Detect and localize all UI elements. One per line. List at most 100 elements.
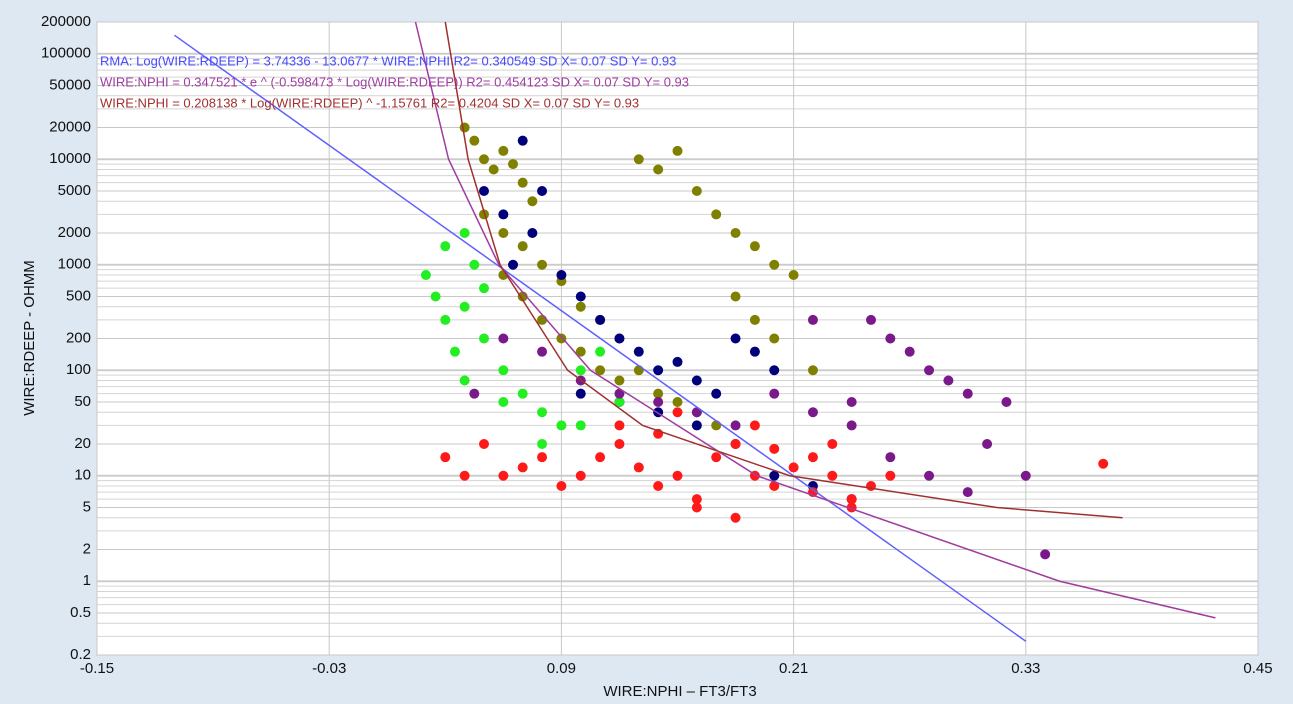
point (575, 346, 586, 357)
point (498, 365, 509, 376)
point (498, 470, 509, 481)
point (595, 346, 606, 357)
point (769, 259, 780, 270)
point (537, 439, 548, 449)
point (749, 420, 760, 431)
point (440, 314, 451, 325)
point (807, 407, 818, 418)
point (691, 420, 702, 431)
x-tick-label: 0.45 (1243, 660, 1272, 677)
point (498, 333, 509, 344)
point (508, 259, 519, 270)
point (479, 209, 489, 220)
point (430, 291, 441, 302)
point (575, 470, 586, 481)
y-tick-label: 0.5 (70, 604, 91, 621)
y-tick-label: 20000 (49, 118, 91, 135)
y-tick-label: 10 (74, 467, 91, 484)
point (556, 269, 567, 280)
point (614, 439, 625, 449)
x-tick-label: 0.21 (779, 660, 808, 677)
point (653, 164, 664, 175)
x-tick-label: 0.33 (1011, 660, 1040, 677)
point (479, 439, 489, 449)
point (1098, 458, 1109, 469)
x-axis-label: WIRE:NPHI – FT3/FT3 (603, 683, 756, 700)
point (449, 346, 460, 357)
point (866, 314, 876, 325)
point (517, 388, 528, 399)
y-tick-label: 10000 (49, 150, 91, 167)
fit-line (173, 34, 1027, 642)
point (595, 452, 606, 463)
point (614, 388, 625, 399)
fit-line (414, 21, 1216, 619)
point (653, 397, 664, 408)
point (633, 154, 644, 165)
point (807, 452, 818, 463)
point (769, 470, 780, 481)
point (508, 159, 519, 170)
point (469, 388, 480, 399)
point (982, 439, 993, 449)
point (827, 470, 838, 481)
point (885, 333, 896, 344)
y-tick-label: 2000 (58, 224, 91, 241)
point (633, 346, 644, 357)
point (653, 480, 664, 491)
point (488, 164, 499, 175)
y-tick-label: 100 (66, 361, 91, 378)
point (459, 470, 470, 481)
point (527, 196, 538, 207)
point (730, 333, 741, 344)
point (537, 407, 548, 418)
point (730, 228, 741, 238)
point (885, 470, 896, 481)
point (575, 388, 586, 399)
point (846, 397, 857, 408)
point (498, 228, 509, 238)
point (459, 375, 470, 386)
y-tick-label: 20 (74, 435, 91, 452)
point (440, 241, 451, 252)
equation: WIRE:NPHI = 0.347521 * e ^ (-0.598473 * … (100, 74, 689, 89)
point (846, 494, 857, 505)
point (769, 388, 780, 399)
y-axis-label: WIRE:RDEEP - OHMM (21, 260, 38, 416)
point (749, 241, 760, 252)
point (517, 135, 528, 146)
point (769, 365, 780, 376)
point (614, 333, 625, 344)
point (711, 209, 722, 220)
point (691, 186, 702, 197)
point (885, 452, 896, 463)
point (691, 502, 702, 513)
point (749, 314, 760, 325)
point (556, 420, 567, 431)
point (653, 388, 664, 399)
point (962, 487, 973, 498)
point (517, 241, 528, 252)
point (479, 154, 489, 165)
point (924, 365, 935, 376)
point (691, 375, 702, 386)
x-tick-label: -0.15 (80, 660, 114, 677)
point (537, 346, 548, 357)
point (633, 462, 644, 473)
point (924, 470, 935, 481)
y-tick-label: 500 (66, 287, 91, 304)
y-tick-label: 1 (83, 572, 91, 589)
point (730, 420, 741, 431)
point (556, 480, 567, 491)
y-tick-label: 5 (83, 498, 91, 515)
point (846, 420, 857, 431)
equation: RMA: Log(WIRE:RDEEP) = 3.74336 - 13.0677… (100, 53, 676, 68)
point (498, 209, 509, 220)
point (730, 291, 741, 302)
point (672, 356, 683, 367)
point (479, 186, 489, 197)
point (537, 259, 548, 270)
point (1001, 397, 1012, 408)
point (769, 443, 780, 454)
point (904, 346, 915, 357)
